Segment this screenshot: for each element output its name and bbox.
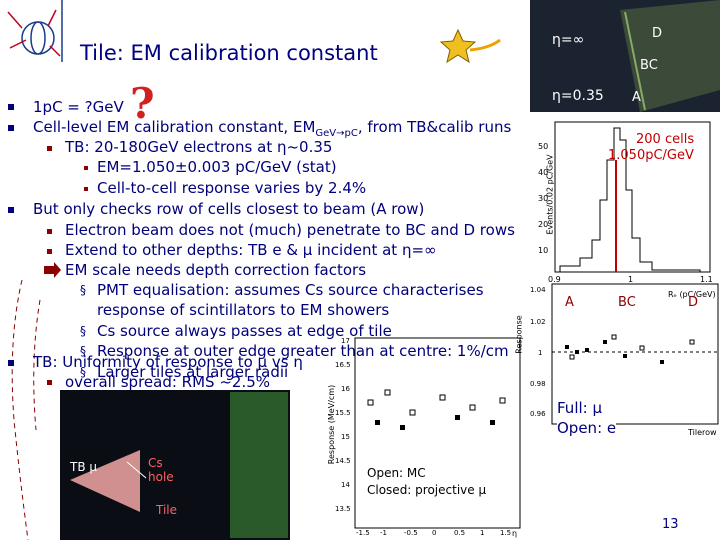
legend-entry: Full: μ xyxy=(557,398,603,418)
data-points-decoration xyxy=(367,389,506,416)
histogram-shape xyxy=(559,127,701,272)
legend-entry: Open: e xyxy=(557,418,617,438)
photo-label: D xyxy=(652,26,663,41)
detector-photo xyxy=(620,0,720,112)
tick-label: 16.5 xyxy=(335,361,351,369)
photo-label: Tile xyxy=(156,503,178,517)
tick-label: 15.5 xyxy=(335,409,351,417)
tick-label: 13.5 xyxy=(335,505,351,513)
tick-label: 0.96 xyxy=(530,410,546,418)
bullet-marker: § xyxy=(80,344,86,358)
tick-label: 1.02 xyxy=(530,318,546,326)
photo-label: η=0.35 xyxy=(552,88,604,104)
tick-label: 17 xyxy=(341,337,350,345)
decoration xyxy=(33,299,41,431)
tick-label: -0.5 xyxy=(404,529,418,537)
bullet: But only checks row of cells closest to … xyxy=(33,200,425,218)
bullet: TB: Uniformity of response to μ vs η xyxy=(33,353,303,371)
logo xyxy=(7,0,63,62)
axis-label: Rₑ (pC/GeV) xyxy=(668,290,716,299)
bullet: PMT equalisation: assumes Cs source char… xyxy=(97,281,484,319)
annotation: 1.050pC/GeV xyxy=(608,148,694,163)
region-label: BC xyxy=(618,295,636,310)
axes-frame xyxy=(354,337,521,529)
tick-label: 16 xyxy=(341,385,350,393)
bullet-markers xyxy=(8,104,88,385)
bullet: Extend to other depths: TB e & μ inciden… xyxy=(65,241,437,259)
bullet-marker: § xyxy=(80,365,86,379)
tick-label: 1 xyxy=(628,275,634,284)
bullet: EM=1.050±0.003 pC/GeV (stat) xyxy=(97,158,337,176)
bullet: Response at outer edge greater than at c… xyxy=(97,342,509,360)
star-icon xyxy=(439,28,477,64)
tick-label: 0.9 xyxy=(548,275,561,284)
region-label: A xyxy=(565,295,574,310)
axes-frame xyxy=(554,121,711,273)
data-points-decoration xyxy=(565,340,664,364)
axis-label: Response xyxy=(514,315,524,354)
bullet: EM scale needs depth correction factors xyxy=(65,261,367,279)
bullet: 1pC = ?GeV xyxy=(33,98,124,116)
tick-label: 14.5 xyxy=(335,457,351,465)
axes-frame xyxy=(551,283,719,425)
pointer xyxy=(126,461,147,479)
bullet-marker: § xyxy=(80,283,86,297)
bullet-text: , from TB&calib runs xyxy=(357,118,512,136)
axis-label: Response (MeV/cm) xyxy=(327,384,337,465)
decoration xyxy=(469,38,501,52)
tick-label: 1.5 xyxy=(500,529,512,537)
region-label: D xyxy=(688,295,699,310)
bullet-marker: § xyxy=(80,324,86,338)
bullet: Cell-to-cell response varies by 2.4% xyxy=(97,179,367,197)
tick-label: 1.04 xyxy=(530,286,546,294)
tick-label: 50 xyxy=(538,142,549,151)
tile-photo xyxy=(70,450,140,512)
detector-photo xyxy=(624,11,646,111)
photo-label: BC xyxy=(640,58,658,73)
decoration xyxy=(11,279,29,540)
tick-label: 1.1 xyxy=(700,275,713,284)
tick-label: 10 xyxy=(538,246,549,255)
tick-label: 1 xyxy=(480,529,485,537)
bullet: Electron beam does not (much) penetrate … xyxy=(65,221,515,239)
photo-label: η=∞ xyxy=(552,32,585,48)
page-number: 13 xyxy=(662,517,679,532)
tick-label: 20 xyxy=(538,220,549,229)
legend-entry: Open: MC xyxy=(367,465,426,481)
annotation: 200 cells xyxy=(636,132,695,147)
histogram-plot xyxy=(515,118,720,288)
bullet: Cell-level EM calibration constant, EMGe… xyxy=(33,117,511,144)
tick-label: 0.98 xyxy=(530,380,546,388)
question-icon: ? xyxy=(130,79,155,128)
tick-label: 1 xyxy=(538,349,543,357)
tick-label: 0 xyxy=(432,529,437,537)
photo-label: A xyxy=(632,90,641,105)
tick-label: 30 xyxy=(538,194,549,203)
data-points-decoration xyxy=(375,415,495,430)
tick-label: 40 xyxy=(538,168,549,177)
slide-title: Tile: EM calibration constant xyxy=(80,41,378,65)
tile-photo xyxy=(230,392,288,538)
bullet-text: Cell-level EM calibration constant, EM xyxy=(33,118,316,136)
subscript: GeV→pC xyxy=(315,128,358,139)
bullet: Cs source always passes at edge of tile xyxy=(97,322,392,340)
bullet: overall spread: RMS ~2.5% xyxy=(65,373,271,391)
data-points-decoration xyxy=(569,334,695,360)
bullet: TB: 20-180GeV electrons at η~0.35 xyxy=(65,138,333,156)
photo-label: TB μ xyxy=(70,460,98,474)
tick-label: 14 xyxy=(341,481,350,489)
legend-entry: Closed: projective μ xyxy=(367,482,487,498)
bullet: Larger tiles at larger radii xyxy=(97,363,289,381)
tick-label: -1.5 xyxy=(356,529,370,537)
axis-label: η xyxy=(512,529,518,538)
axis-label: Tilerow xyxy=(688,428,717,437)
tick-label: 15 xyxy=(341,433,350,441)
tick-label: -1 xyxy=(380,529,387,537)
tick-label: 0.5 xyxy=(454,529,466,537)
photo-label: Cs hole xyxy=(148,456,174,484)
eta-response-plot xyxy=(330,335,525,540)
